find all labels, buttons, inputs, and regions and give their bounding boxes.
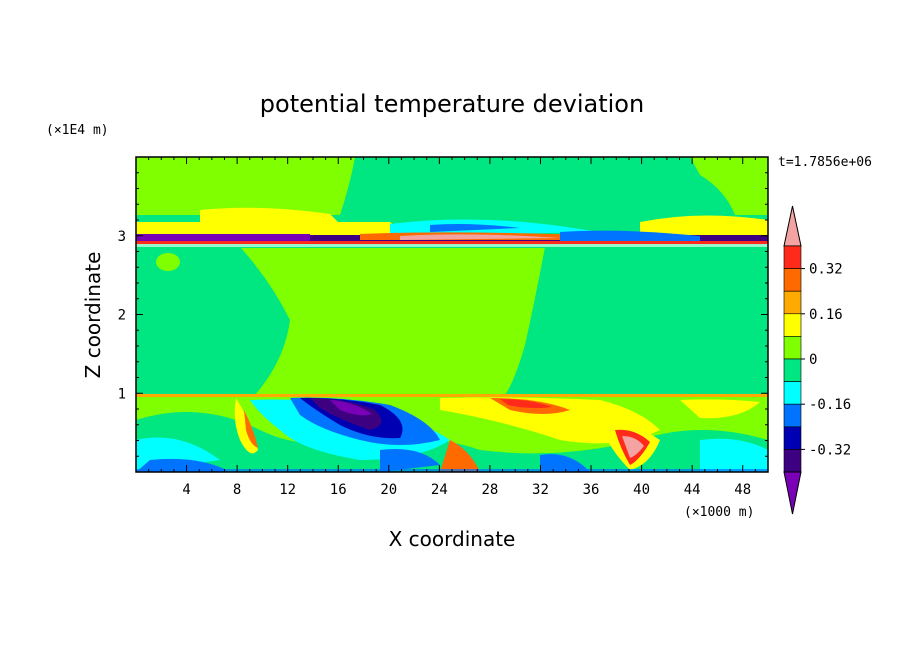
- x-tick-label: 20: [380, 482, 397, 498]
- x-tick-label: 16: [330, 482, 347, 498]
- y-axis-ticks: 1 2 3: [118, 172, 768, 457]
- field-patch: [240, 247, 545, 395]
- x-tick-label: 12: [279, 482, 296, 498]
- x-unit-label: (×1000 m): [684, 505, 754, 520]
- field-patch: [136, 244, 768, 247]
- colorbar-swatch: [783, 381, 802, 405]
- field-patch: [700, 438, 768, 472]
- y-tick-label: 2: [118, 308, 126, 324]
- colorbar-label: 0.32: [809, 262, 843, 278]
- field-patch: [640, 215, 768, 236]
- field-patch: [680, 399, 760, 419]
- field-patch: [380, 449, 440, 472]
- x-axis-label: X coordinate: [389, 527, 516, 551]
- colorbar-swatch: [783, 290, 802, 315]
- field-patch: [540, 454, 590, 472]
- field-patch: [400, 234, 560, 240]
- colorbar-label: -0.16: [809, 397, 851, 413]
- field-patch: [430, 224, 520, 232]
- chart-title: potential temperature deviation: [260, 90, 644, 118]
- x-tick-label: 28: [481, 482, 498, 498]
- field-patch: [156, 253, 180, 271]
- y-unit-label: (×1E4 m): [46, 123, 109, 138]
- x-tick-label: 40: [633, 482, 650, 498]
- x-tick-label: 48: [734, 482, 751, 498]
- x-tick-label: 36: [583, 482, 600, 498]
- field-patch: [136, 412, 768, 472]
- colorbar-label: -0.32: [809, 442, 851, 458]
- field-patch: [136, 157, 355, 215]
- colorbar-swatch: [783, 449, 802, 473]
- field-patch: [500, 399, 552, 409]
- field-patch: [440, 440, 480, 472]
- field-patch: [136, 234, 310, 241]
- colorbar-top-arrow: [783, 205, 802, 247]
- x-axis-ticks: 4 8 12 16 20 24 28 32 36 40 44 48: [148, 157, 756, 498]
- colorbar-bottom-arrow: [783, 471, 802, 515]
- field-patch: [310, 398, 382, 430]
- field-patch: [560, 230, 700, 242]
- colorbar-label: 0.16: [809, 307, 843, 323]
- x-tick-label: 8: [233, 482, 241, 498]
- colorbar-swatch: [783, 313, 802, 337]
- x-tick-label: 44: [684, 482, 701, 498]
- field-patch: [136, 394, 768, 397]
- colorbar-swatch: [783, 358, 802, 382]
- x-tick-label: 32: [532, 482, 549, 498]
- colorbar-swatch: [783, 245, 802, 269]
- colorbar-swatch: [783, 426, 802, 450]
- field-patch: [200, 207, 340, 224]
- x-tick-label: 4: [182, 482, 190, 498]
- contour-field: [136, 157, 768, 472]
- field-patch: [690, 157, 768, 215]
- field-patch: [136, 458, 230, 472]
- colorbar-swatch: [783, 403, 802, 428]
- x-tick-label: 24: [431, 482, 448, 498]
- time-label: t=1.7856e+06: [778, 155, 872, 170]
- field-patch: [622, 436, 644, 458]
- y-tick-label: 1: [118, 386, 126, 402]
- colorbar-swatch: [783, 268, 802, 292]
- field-patch: [136, 222, 396, 236]
- field-patch: [330, 400, 372, 416]
- field-patch: [244, 410, 258, 448]
- colorbar-label: 0: [809, 352, 817, 368]
- field-patch: [136, 241, 768, 244]
- colorbar-swatch: [783, 336, 802, 360]
- y-axis-label: Z coordinate: [81, 252, 105, 379]
- colorbar: 0.32 0.16 0 -0.16 -0.32: [783, 205, 851, 515]
- y-tick-label: 3: [118, 229, 126, 245]
